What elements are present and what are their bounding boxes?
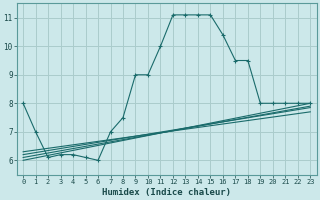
X-axis label: Humidex (Indice chaleur): Humidex (Indice chaleur) xyxy=(102,188,231,197)
